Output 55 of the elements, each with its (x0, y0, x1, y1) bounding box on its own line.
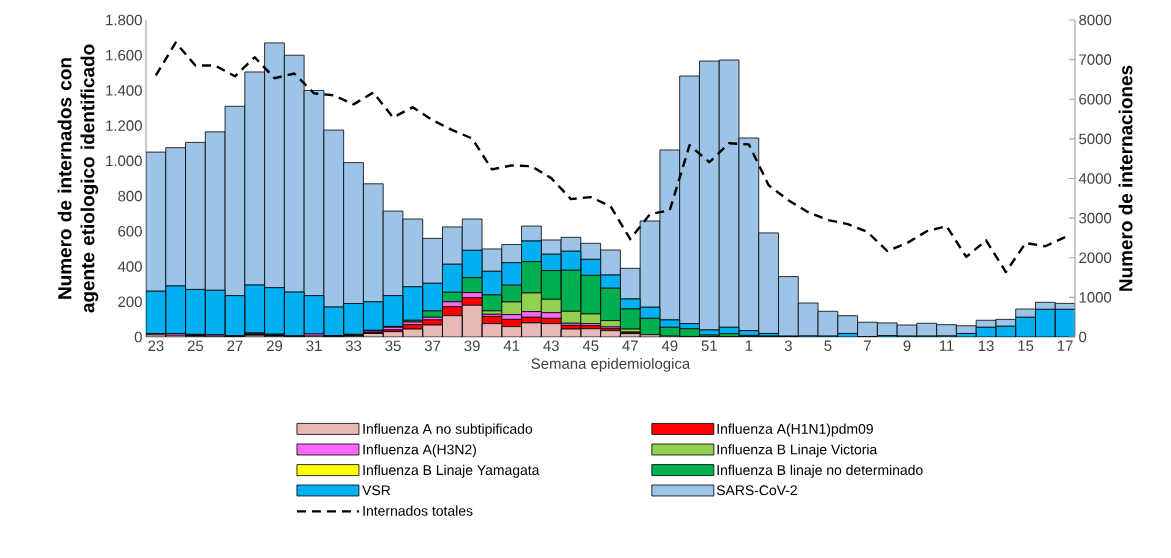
x-tick-label: 39 (464, 340, 480, 352)
y-tick-label: 0 (134, 331, 142, 343)
x-tick-label: 3 (784, 340, 792, 352)
y2-axis-title: Numero de internaciones (1118, 65, 1133, 291)
x-tick-label: 15 (1018, 340, 1034, 351)
legend-label: Influenza A no subtipificado (363, 423, 533, 437)
legend-label: Internados totales (363, 505, 473, 516)
x-tick-label: 5 (824, 340, 832, 351)
x-tick-label: 29 (266, 340, 283, 352)
y-tick-label: 1.000 (106, 155, 142, 167)
y-tick-label: 800 (118, 190, 142, 202)
x-tick-label: 23 (148, 340, 164, 352)
y2-tick-label: 7000 (1079, 54, 1112, 65)
x-tick-label: 41 (503, 340, 520, 351)
legend-label: Influenza B linaje no determinado (717, 464, 923, 478)
legend-label: Influenza B Linaje Victoria (717, 444, 878, 458)
x-tick-label: 25 (187, 340, 204, 352)
x-tick-label: 13 (978, 340, 994, 352)
legend-label: Influenza A(H3N2) (363, 444, 476, 458)
y2-tick-label: 0 (1079, 331, 1087, 343)
x-tick-label: 33 (345, 340, 362, 352)
x-tick-label: 49 (661, 340, 678, 352)
y2-tick-label: 8000 (1079, 14, 1112, 26)
y-tick-label: 1.400 (106, 85, 142, 96)
x-tick-label: 11 (939, 340, 954, 351)
x-tick-label: 9 (903, 340, 911, 352)
y-tick-label: 1.200 (106, 120, 142, 131)
y-axis-title: Numero de internados con agente etiologico identificado (57, 44, 99, 313)
y2-tick-label: 4000 (1078, 173, 1112, 184)
x-tick-label: 51 (701, 340, 717, 351)
y-tick-label: 1.600 (106, 49, 142, 61)
y2-tick-label: 5000 (1079, 133, 1112, 145)
legend-label: Influenza A(H1N1)pdm09 (717, 423, 873, 437)
y2-tick-label: 1000 (1079, 292, 1112, 303)
y-tick-label: 400 (117, 261, 142, 272)
x-tick-label: 35 (385, 340, 401, 352)
x-tick-label: 1 (745, 340, 753, 351)
x-tick-label: 31 (306, 340, 322, 352)
legend-label: Influenza B Linaje Yamagata (363, 464, 540, 478)
y-tick-label: 200 (118, 296, 142, 308)
x-axis-title: Semana epidemiologica (531, 357, 691, 372)
legend-label: VSR (362, 485, 391, 496)
x-tick-label: 37 (424, 340, 441, 352)
y-tick-label: 1.800 (106, 14, 142, 26)
x-tick-label: 47 (622, 340, 638, 351)
x-tick-label: 17 (1057, 340, 1073, 351)
x-tick-label: 7 (864, 340, 871, 351)
legend-label: SARS-CoV-2 (716, 485, 797, 496)
y2-tick-label: 6000 (1079, 93, 1112, 105)
y2-tick-label: 2000 (1079, 252, 1112, 264)
y-tick-label: 600 (118, 226, 142, 237)
x-tick-label: 43 (543, 340, 559, 352)
x-tick-label: 45 (582, 340, 599, 351)
y2-tick-label: 3000 (1079, 212, 1112, 224)
x-tick-label: 27 (227, 340, 243, 351)
